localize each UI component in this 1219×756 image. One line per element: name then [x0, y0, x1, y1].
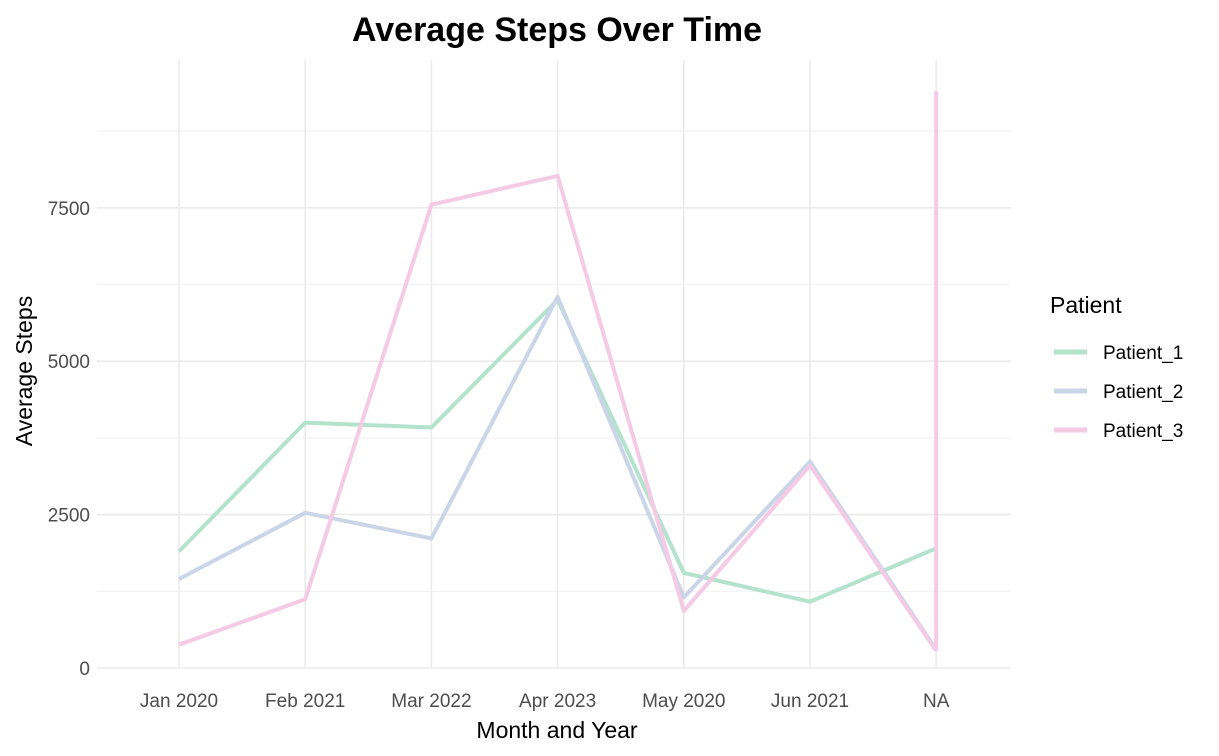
- x-tick-label: Jun 2021: [771, 691, 849, 712]
- y-axis-ticks: 0 2500 5000 7500: [48, 199, 90, 680]
- major-grid: [97, 60, 1011, 669]
- legend-title: Patient: [1050, 292, 1122, 318]
- y-tick-label: 0: [79, 659, 90, 680]
- y-tick-label: 5000: [48, 352, 90, 373]
- y-axis-title: Average Steps: [11, 296, 37, 446]
- chart-title: Average Steps Over Time: [352, 11, 762, 49]
- series-layer: [177, 91, 939, 652]
- legend: Patient Patient_1 Patient_2 Patient_3: [1050, 292, 1183, 442]
- x-tick-label: Feb 2021: [265, 691, 345, 712]
- legend-label: Patient_3: [1103, 421, 1183, 442]
- x-tick-label: NA: [923, 691, 950, 712]
- x-tick-label: May 2020: [642, 691, 725, 712]
- series-line-patient-2: [178, 294, 938, 651]
- y-tick-label: 2500: [48, 506, 90, 527]
- x-tick-label: Jan 2020: [140, 691, 218, 712]
- x-tick-label: Apr 2023: [519, 691, 596, 712]
- legend-label: Patient_1: [1103, 343, 1183, 364]
- y-tick-label: 7500: [48, 199, 90, 220]
- minor-grid: [97, 130, 1011, 592]
- x-axis-ticks: Jan 2020 Feb 2021 Mar 2022 Apr 2023 May 2020…: [140, 691, 950, 712]
- series-line-patient-3: [178, 173, 938, 652]
- legend-label: Patient_2: [1103, 382, 1183, 403]
- legend-item: Patient_3: [1054, 421, 1183, 442]
- legend-item: Patient_2: [1054, 382, 1183, 403]
- x-tick-label: Mar 2022: [391, 691, 471, 712]
- legend-item: Patient_1: [1054, 343, 1183, 364]
- x-axis-title: Month and Year: [476, 717, 637, 743]
